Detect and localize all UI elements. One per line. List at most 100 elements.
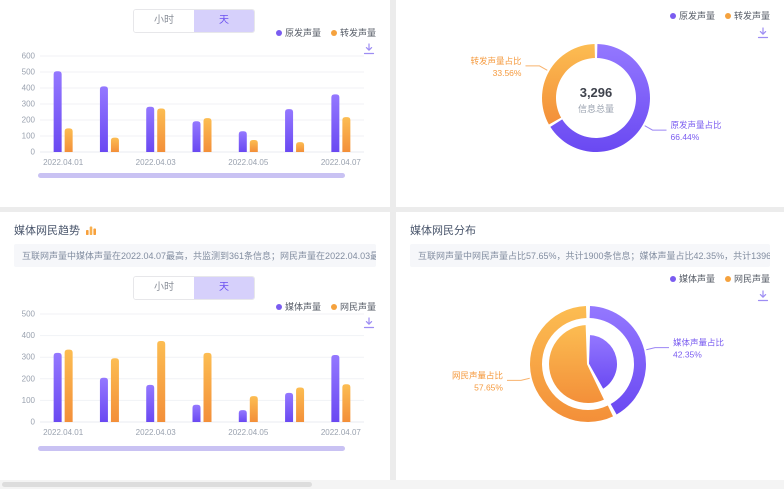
- legend-label: 转发声量: [339, 28, 376, 38]
- bar-chart-media-netizen: 0 100 200 300 400 500 2022.04.01 2022.04.03 2022…: [10, 308, 376, 440]
- download-button[interactable]: [362, 42, 376, 56]
- donut-slice-转发声量占比[interactable]: [542, 44, 595, 125]
- donut-center-label: 信息总量: [578, 103, 614, 114]
- donut-center-value: 3,296: [580, 85, 613, 100]
- donut-chart-origin-forward: 原发声量占比 66.44% 转发声量占比 33.56% 3,296 信息总量: [396, 0, 784, 200]
- label-connector: [646, 347, 670, 351]
- donut-slice-媒体声量占比[interactable]: [589, 306, 646, 415]
- legend-item[interactable]: 网民声量: [330, 300, 376, 313]
- bar-chart-origin-forward: 0 100 200 300 400 500 600 2022.04.01 2022.04.03 2…: [10, 50, 376, 170]
- label-connector: [506, 377, 530, 381]
- bar-原发声量[interactable]: [331, 94, 340, 152]
- bar-原发声量[interactable]: [99, 86, 108, 152]
- y-tick-label: 100: [22, 396, 36, 405]
- panel-description: 互联网声量中网民声量占比57.65%，共计1900条信息；媒体声量占比42.35…: [410, 244, 770, 267]
- download-button[interactable]: [756, 26, 770, 40]
- legend-item[interactable]: 媒体声量: [275, 300, 321, 313]
- y-tick-label: 300: [22, 100, 36, 109]
- x-tick-label: 2022.04.03: [136, 428, 177, 437]
- page-scrollbar[interactable]: [0, 480, 784, 489]
- chart-scrollbar[interactable]: [38, 446, 345, 451]
- bar-转发声量[interactable]: [157, 108, 166, 152]
- x-tick-label: 2022.04.01: [43, 428, 84, 437]
- x-tick-label: 2022.04.05: [228, 158, 269, 167]
- panel-description: 互联网声量中媒体声量在2022.04.07最高，共监测到361条信息；网民声量在…: [14, 244, 376, 267]
- bar-媒体声量[interactable]: [53, 352, 62, 422]
- bar-媒体声量[interactable]: [285, 392, 294, 422]
- legend-item[interactable]: 原发声量: [275, 26, 321, 39]
- bar-网民声量[interactable]: [110, 358, 119, 422]
- toggle-day-button[interactable]: 天: [194, 10, 254, 32]
- toggle-hour-button[interactable]: 小时: [134, 277, 194, 299]
- bar-媒体声量[interactable]: [99, 377, 108, 422]
- slice-label: 转发声量占比: [470, 56, 521, 66]
- chart-legend: 原发声量 转发声量: [669, 9, 770, 22]
- slice-percent: 33.56%: [493, 68, 522, 78]
- label-connector: [525, 65, 548, 71]
- y-tick-label: 200: [22, 374, 36, 383]
- legend-item[interactable]: 原发声量: [669, 9, 715, 22]
- panel-title: 媒体网民分布: [410, 225, 476, 237]
- legend-item[interactable]: 网民声量: [724, 272, 770, 285]
- time-granularity-toggle: 小时 天: [133, 9, 255, 33]
- bar-原发声量[interactable]: [238, 131, 247, 152]
- panel-media-netizen-share: 媒体网民分布 互联网声量中网民声量占比57.65%，共计1900条信息；媒体声量…: [396, 212, 784, 480]
- bar-媒体声量[interactable]: [146, 384, 155, 422]
- legend-dot-icon: [669, 12, 676, 19]
- bar-转发声量[interactable]: [249, 140, 258, 152]
- panel-origin-forward-trend: 小时 天 原发声量 转发声量 0 100 200 300 400 500 600 2022.0…: [0, 0, 390, 207]
- legend-dot-icon: [275, 29, 282, 36]
- bar-网民声量[interactable]: [203, 352, 212, 422]
- rose-inner-slice-网民声量占比[interactable]: [547, 322, 607, 405]
- legend-dot-icon: [330, 303, 337, 310]
- rose-inner-slice-媒体声量占比[interactable]: [586, 332, 619, 392]
- legend-item[interactable]: 媒体声量: [669, 272, 715, 285]
- legend-label: 网民声量: [339, 302, 376, 312]
- bar-原发声量[interactable]: [146, 106, 155, 152]
- bar-网民声量[interactable]: [296, 387, 305, 422]
- y-tick-label: 500: [22, 68, 36, 77]
- bar-媒体声量[interactable]: [331, 355, 340, 422]
- legend-dot-icon: [669, 275, 676, 282]
- bar-网民声量[interactable]: [64, 349, 73, 422]
- bar-转发声量[interactable]: [203, 118, 212, 152]
- download-button[interactable]: [362, 316, 376, 330]
- slice-label: 媒体声量占比: [673, 338, 724, 348]
- bar-媒体声量[interactable]: [238, 410, 247, 422]
- chart-scrollbar[interactable]: [38, 173, 345, 178]
- legend-item[interactable]: 转发声量: [724, 9, 770, 22]
- toggle-hour-button[interactable]: 小时: [134, 10, 194, 32]
- y-tick-label: 100: [22, 132, 36, 141]
- bar-原发声量[interactable]: [285, 109, 294, 152]
- slice-percent: 66.44%: [671, 132, 700, 142]
- panel-media-netizen-trend: 媒体网民趋势 互联网声量中媒体声量在2022.04.07最高，共监测到361条信…: [0, 212, 390, 480]
- bar-网民声量[interactable]: [157, 341, 166, 422]
- download-icon: [757, 290, 769, 302]
- panel-origin-forward-share: 原发声量 转发声量 原发声量占比 66.44% 转发声量占比 33.56% 3,296 信…: [396, 0, 784, 207]
- legend-label: 原发声量: [678, 11, 715, 21]
- bar-转发声量[interactable]: [110, 137, 119, 152]
- bar-转发声量[interactable]: [342, 117, 351, 152]
- download-button[interactable]: [756, 289, 770, 303]
- bar-chart-icon: [86, 226, 96, 235]
- chart-legend: 媒体声量 网民声量: [275, 300, 376, 313]
- legend-item[interactable]: 转发声量: [330, 26, 376, 39]
- bar-原发声量[interactable]: [192, 121, 201, 152]
- bar-原发声量[interactable]: [53, 71, 62, 152]
- legend-label: 媒体声量: [678, 274, 715, 284]
- page-scrollbar-thumb[interactable]: [2, 482, 312, 487]
- legend-label: 原发声量: [284, 28, 321, 38]
- bar-转发声量[interactable]: [296, 142, 305, 152]
- bar-媒体声量[interactable]: [192, 404, 201, 422]
- legend-label: 网民声量: [733, 274, 770, 284]
- toggle-day-button[interactable]: 天: [194, 277, 254, 299]
- bar-网民声量[interactable]: [342, 384, 351, 422]
- slice-percent: 42.35%: [673, 350, 702, 360]
- bar-网民声量[interactable]: [249, 396, 258, 422]
- legend-dot-icon: [275, 303, 282, 310]
- donut-slice-网民声量占比[interactable]: [529, 306, 614, 423]
- bar-转发声量[interactable]: [64, 128, 73, 152]
- rose-chart-media-netizen: 媒体声量占比 42.35% 网民声量占比 57.65%: [396, 284, 784, 474]
- y-tick-label: 0: [31, 418, 36, 427]
- x-tick-label: 2022.04.05: [228, 428, 269, 437]
